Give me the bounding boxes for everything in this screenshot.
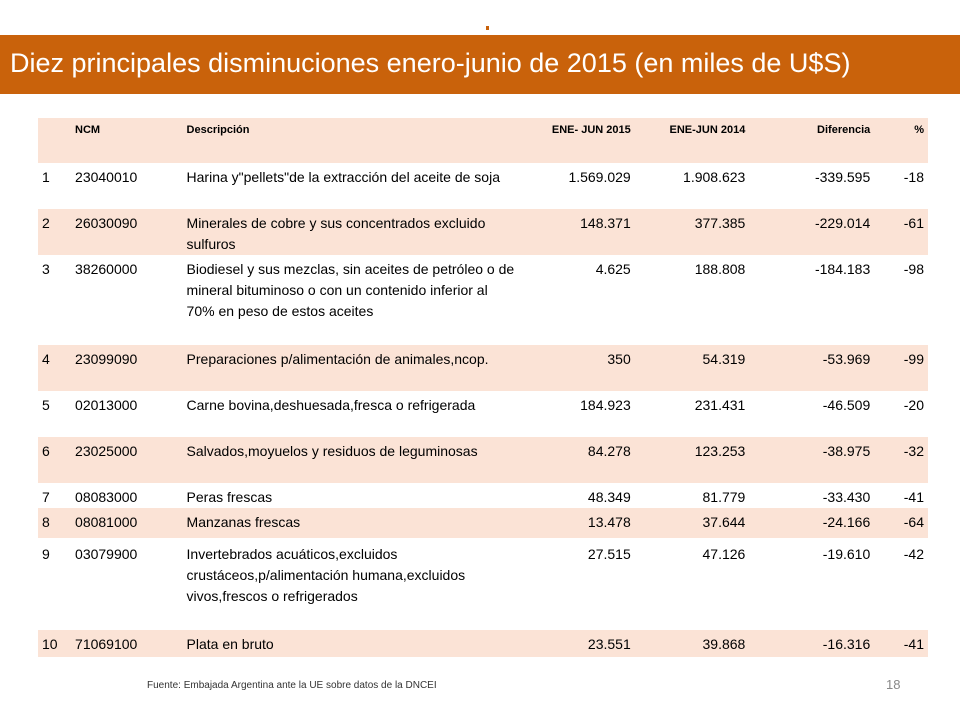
- row-percent: -41: [903, 489, 924, 505]
- header-num: [38, 118, 72, 163]
- row-ncm: 03079900: [75, 546, 138, 562]
- source-note: Fuente: Embajada Argentina ante la UE so…: [147, 680, 437, 691]
- table-row: 3 38260000 Biodiesel y sus mezclas, sin …: [38, 255, 928, 345]
- table-header-row: NCM Descripción ENE- JUN 2015 ENE-JUN 20…: [38, 118, 928, 163]
- row-description: Plata en bruto: [182, 630, 520, 657]
- header-description: Descripción: [182, 118, 520, 163]
- row-percent: -98: [903, 261, 924, 277]
- row-difference: -53.969: [749, 345, 875, 391]
- row-value-2015: 1.569.029: [568, 169, 631, 185]
- row-value-2014: 37.644: [634, 508, 750, 538]
- row-difference: -38.975: [749, 437, 875, 483]
- row-difference: -46.509: [822, 397, 871, 413]
- table-row: 7 08083000 Peras frescas 48.349 81.779 -…: [38, 483, 928, 508]
- row-description: Carne bovina,deshuesada,fresca o refrige…: [186, 397, 476, 413]
- page-number: 18: [886, 677, 901, 692]
- row-value-2014: 123.253: [634, 437, 750, 483]
- row-percent: -18: [903, 169, 924, 185]
- table-row: 6 23025000 Salvados,moyuelos y residuos …: [38, 437, 928, 483]
- row-ncm: 26030090: [71, 209, 183, 255]
- row-value-2015: 184.923: [580, 397, 631, 413]
- row-value-2014: 54.319: [634, 345, 750, 391]
- row-percent: -20: [903, 397, 924, 413]
- row-difference: -19.610: [822, 546, 871, 562]
- table-row: 10 71069100 Plata en bruto 23.551 39.868…: [38, 630, 928, 657]
- row-number: 4: [38, 345, 72, 391]
- row-value-2015: 23.551: [519, 630, 635, 657]
- row-description: Harina y"pellets"de la extracción del ac…: [186, 169, 500, 185]
- table-row: 5 02013000 Carne bovina,deshuesada,fresc…: [38, 391, 928, 437]
- row-description: Biodiesel y sus mezclas, sin aceites de …: [186, 261, 515, 319]
- row-description: Invertebrados acuáticos,excluidos crustá…: [186, 546, 466, 604]
- row-percent: -41: [874, 630, 928, 657]
- row-description: Peras frescas: [186, 489, 273, 505]
- row-value-2015: 350: [519, 345, 635, 391]
- row-number: 6: [38, 437, 72, 483]
- row-ncm: 08081000: [71, 508, 183, 538]
- row-number: 3: [42, 261, 50, 277]
- row-number: 2: [38, 209, 72, 255]
- decreases-table: NCM Descripción ENE- JUN 2015 ENE-JUN 20…: [38, 118, 928, 657]
- row-ncm: 23025000: [71, 437, 183, 483]
- header-percent: %: [874, 118, 928, 163]
- table-row: 1 23040010 Harina y"pellets"de la extrac…: [38, 163, 928, 209]
- title-accent-dot: [486, 26, 489, 30]
- row-value-2015: 148.371: [519, 209, 635, 255]
- row-ncm: 23040010: [75, 169, 138, 185]
- row-difference: -229.014: [749, 209, 875, 255]
- row-description: Minerales de cobre y sus concentrados ex…: [182, 209, 520, 255]
- row-number: 8: [38, 508, 72, 538]
- row-description: Salvados,moyuelos y residuos de legumino…: [182, 437, 520, 483]
- row-percent: -61: [874, 209, 928, 255]
- row-number: 1: [42, 169, 50, 185]
- row-value-2014: 188.808: [694, 261, 746, 277]
- row-difference: -24.166: [749, 508, 875, 538]
- row-description: Preparaciones p/alimentación de animales…: [182, 345, 520, 391]
- row-difference: -339.595: [814, 169, 871, 185]
- row-value-2014: 231.431: [694, 397, 746, 413]
- row-number: 10: [38, 630, 72, 657]
- row-difference: -184.183: [814, 261, 871, 277]
- table-row: 2 26030090 Minerales de cobre y sus conc…: [38, 209, 928, 255]
- row-description: Manzanas frescas: [182, 508, 520, 538]
- row-number: 9: [42, 546, 50, 562]
- row-value-2015: 48.349: [587, 489, 631, 505]
- row-percent: -64: [874, 508, 928, 538]
- row-value-2015: 84.278: [519, 437, 635, 483]
- row-number: 5: [42, 397, 50, 413]
- row-value-2014: 39.868: [634, 630, 750, 657]
- slide-title: Diez principales disminuciones enero-jun…: [10, 48, 851, 78]
- row-value-2015: 27.515: [587, 546, 631, 562]
- row-number: 7: [42, 489, 50, 505]
- row-difference: -16.316: [749, 630, 875, 657]
- title-bar: [0, 35, 960, 94]
- row-ncm: 02013000: [75, 397, 138, 413]
- row-ncm: 38260000: [75, 261, 138, 277]
- row-ncm: 08083000: [75, 489, 138, 505]
- row-value-2014: 377.385: [634, 209, 750, 255]
- table-row: 4 23099090 Preparaciones p/alimentación …: [38, 345, 928, 391]
- row-ncm: 71069100: [71, 630, 183, 657]
- row-value-2015: 4.625: [595, 261, 631, 277]
- header-ene-jun-2014: ENE-JUN 2014: [634, 118, 750, 163]
- table-row: 9 03079900 Invertebrados acuáticos,exclu…: [38, 538, 928, 630]
- row-value-2015: 13.478: [519, 508, 635, 538]
- row-value-2014: 47.126: [702, 546, 746, 562]
- row-percent: -99: [874, 345, 928, 391]
- row-difference: -33.430: [822, 489, 871, 505]
- row-value-2014: 1.908.623: [683, 169, 746, 185]
- header-diferencia: Diferencia: [749, 118, 875, 163]
- table-row: 8 08081000 Manzanas frescas 13.478 37.64…: [38, 508, 928, 538]
- header-ene-jun-2015: ENE- JUN 2015: [519, 118, 635, 163]
- header-ncm: NCM: [71, 118, 183, 163]
- row-value-2014: 81.779: [702, 489, 746, 505]
- row-percent: -32: [874, 437, 928, 483]
- row-percent: -42: [903, 546, 924, 562]
- row-ncm: 23099090: [71, 345, 183, 391]
